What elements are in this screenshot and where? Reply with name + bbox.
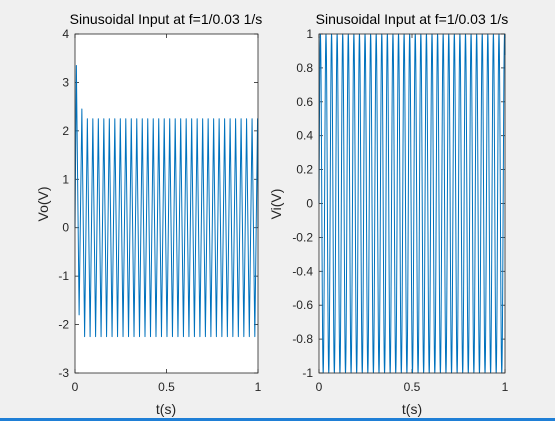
x-axis-label-vo: t(s)	[156, 401, 176, 417]
y-tick-label-vo: 4	[62, 27, 69, 41]
y-axis-label-vo: Vo(V)	[35, 186, 51, 221]
y-tick-label-vi: -0.4	[292, 264, 313, 278]
chart-title-vo: Sinusoidal Input at f=1/0.03 1/s	[70, 11, 263, 27]
x-tick-label-vo: 0.5	[158, 380, 175, 394]
y-tick-label-vi: -0.8	[292, 332, 313, 346]
y-tick-label-vo: 1	[62, 172, 69, 186]
y-tick-label-vo: 2	[62, 124, 69, 138]
y-tick-label-vi: 0.2	[296, 163, 313, 177]
axes-box-vi	[318, 33, 506, 374]
axes-box-vo	[74, 33, 259, 374]
y-tick-label-vi: -0.6	[292, 298, 313, 312]
y-tick-label-vi: 0	[306, 197, 313, 211]
series-line-vo	[74, 64, 259, 338]
y-axis-label-vi: Vi(V)	[268, 189, 284, 220]
series-line-vi	[318, 33, 506, 374]
y-tick-label-vi: 0.8	[296, 61, 313, 75]
y-tick-label-vo: -3	[58, 366, 69, 380]
y-tick-label-vo: -1	[58, 269, 69, 283]
chart-vi: -1 -0.8 -0.6 -0.4 -0.2 0 0.2 0.4 0.6 0.8 1 0 0.5 1 Si…	[268, 11, 509, 417]
y-tick-label-vi: -1	[302, 366, 313, 380]
y-tick-label-vo: 3	[62, 75, 69, 89]
tick-group-vi: -1 -0.8 -0.6 -0.4 -0.2 0 0.2 0.4 0.6 0.8 1 0 0.5 1	[292, 27, 508, 394]
x-tick-label-vo: 0	[72, 380, 79, 394]
y-tick-label-vo: -2	[58, 318, 69, 332]
x-tick-label-vi: 0.5	[404, 380, 421, 394]
x-tick-label-vi: 0	[316, 380, 323, 394]
y-tick-label-vi: 1	[306, 27, 313, 41]
y-tick-label-vi: 0.4	[296, 129, 313, 143]
chart-vo: -3 -2 -1 0 1 2 3 4 0 0.5 1 Sinusoidal Input at f=1…	[35, 11, 262, 417]
x-tick-label-vo: 1	[255, 380, 262, 394]
y-tick-label-vo: 0	[62, 221, 69, 235]
x-tick-label-vi: 1	[502, 380, 509, 394]
chart-title-vi: Sinusoidal Input at f=1/0.03 1/s	[316, 11, 509, 27]
x-axis-label-vi: t(s)	[402, 401, 422, 417]
window-bottom-border	[0, 418, 555, 421]
y-tick-label-vi: 0.6	[296, 95, 313, 109]
y-tick-label-vi: -0.2	[292, 230, 313, 244]
